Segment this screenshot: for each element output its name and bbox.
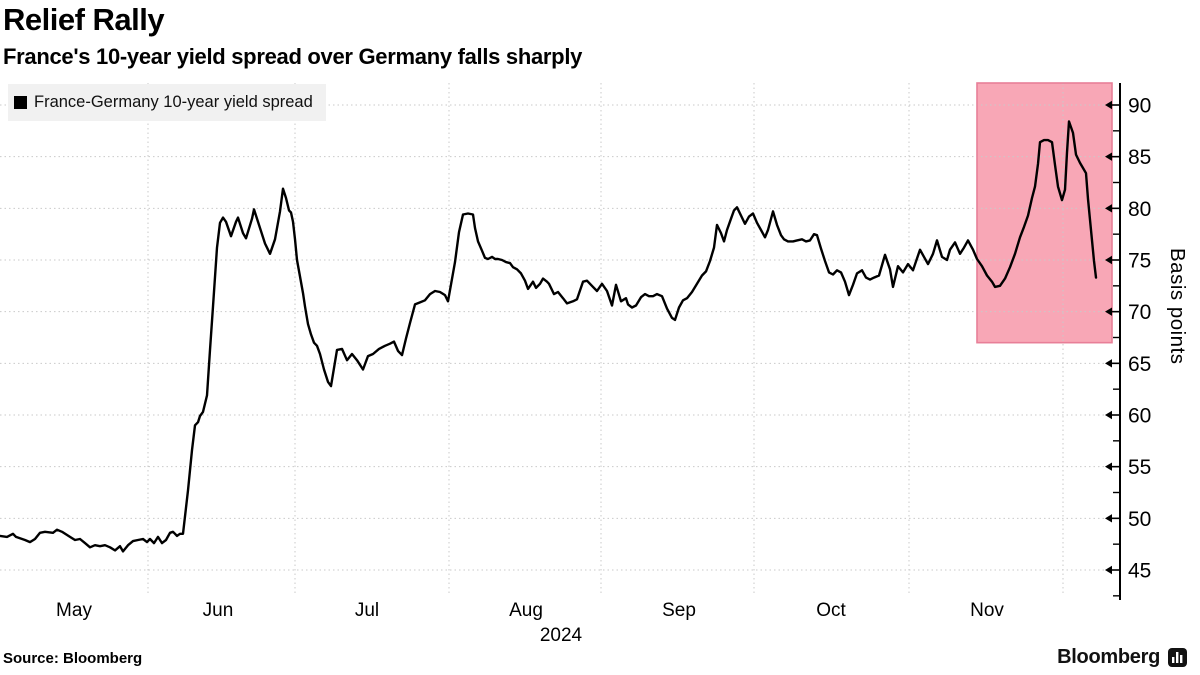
x-axis-label: Sep (662, 600, 696, 621)
y-axis-tick-label: 80 (1128, 198, 1151, 221)
y-axis-tick-label: 90 (1128, 95, 1151, 118)
legend-label: France-Germany 10-year yield spread (34, 93, 313, 111)
y-axis-tick-label: 50 (1128, 508, 1151, 531)
y-axis-tick-label: 85 (1128, 146, 1151, 169)
y-axis-tick-label: 45 (1128, 560, 1151, 583)
x-axis-label: Jul (355, 600, 379, 621)
x-axis-year-label: 2024 (540, 625, 583, 646)
y-axis-tick-arrow (1105, 359, 1112, 368)
bloomberg-wordmark: Bloomberg (1057, 646, 1160, 668)
y-axis-tick-arrow (1105, 100, 1112, 110)
legend-marker-square (14, 96, 27, 109)
x-axis-label: Oct (816, 600, 846, 621)
y-axis-tick-arrow (1105, 410, 1112, 420)
spread-line (0, 120, 1098, 553)
highlight-region-border (976, 82, 1113, 344)
legend: France-Germany 10-year yield spread (8, 84, 326, 121)
y-axis-tick-arrow (1105, 255, 1112, 265)
page-title: Relief Rally (3, 2, 165, 37)
y-axis-tick-label: 75 (1128, 250, 1151, 273)
y-axis-tick-arrow (1105, 204, 1112, 213)
x-axis-label: Nov (970, 600, 1004, 621)
bloomberg-terminal-icon (1168, 648, 1187, 667)
y-axis-title: Basis points (1166, 248, 1189, 365)
y-axis-tick-label: 70 (1128, 301, 1151, 324)
chart-subtitle: France's 10-year yield spread over Germa… (3, 44, 583, 69)
y-axis-tick-label: 55 (1128, 456, 1151, 479)
source-credit: Source: Bloomberg (3, 650, 143, 667)
x-axis-label: Aug (509, 600, 543, 621)
y-axis-tick-arrow (1105, 152, 1112, 161)
y-axis-tick-arrow (1105, 307, 1112, 316)
y-axis-tick-label: 65 (1128, 353, 1151, 376)
y-axis-tick-arrow (1105, 514, 1112, 523)
x-axis-label: May (56, 600, 92, 621)
y-axis-tick-arrow (1105, 462, 1112, 471)
y-axis-tick-label: 60 (1128, 405, 1151, 428)
bloomberg-logo: Bloomberg (1057, 646, 1187, 669)
highlight-region (977, 83, 1112, 343)
y-axis-tick-arrow (1105, 565, 1112, 575)
x-axis-label: Jun (203, 600, 234, 621)
